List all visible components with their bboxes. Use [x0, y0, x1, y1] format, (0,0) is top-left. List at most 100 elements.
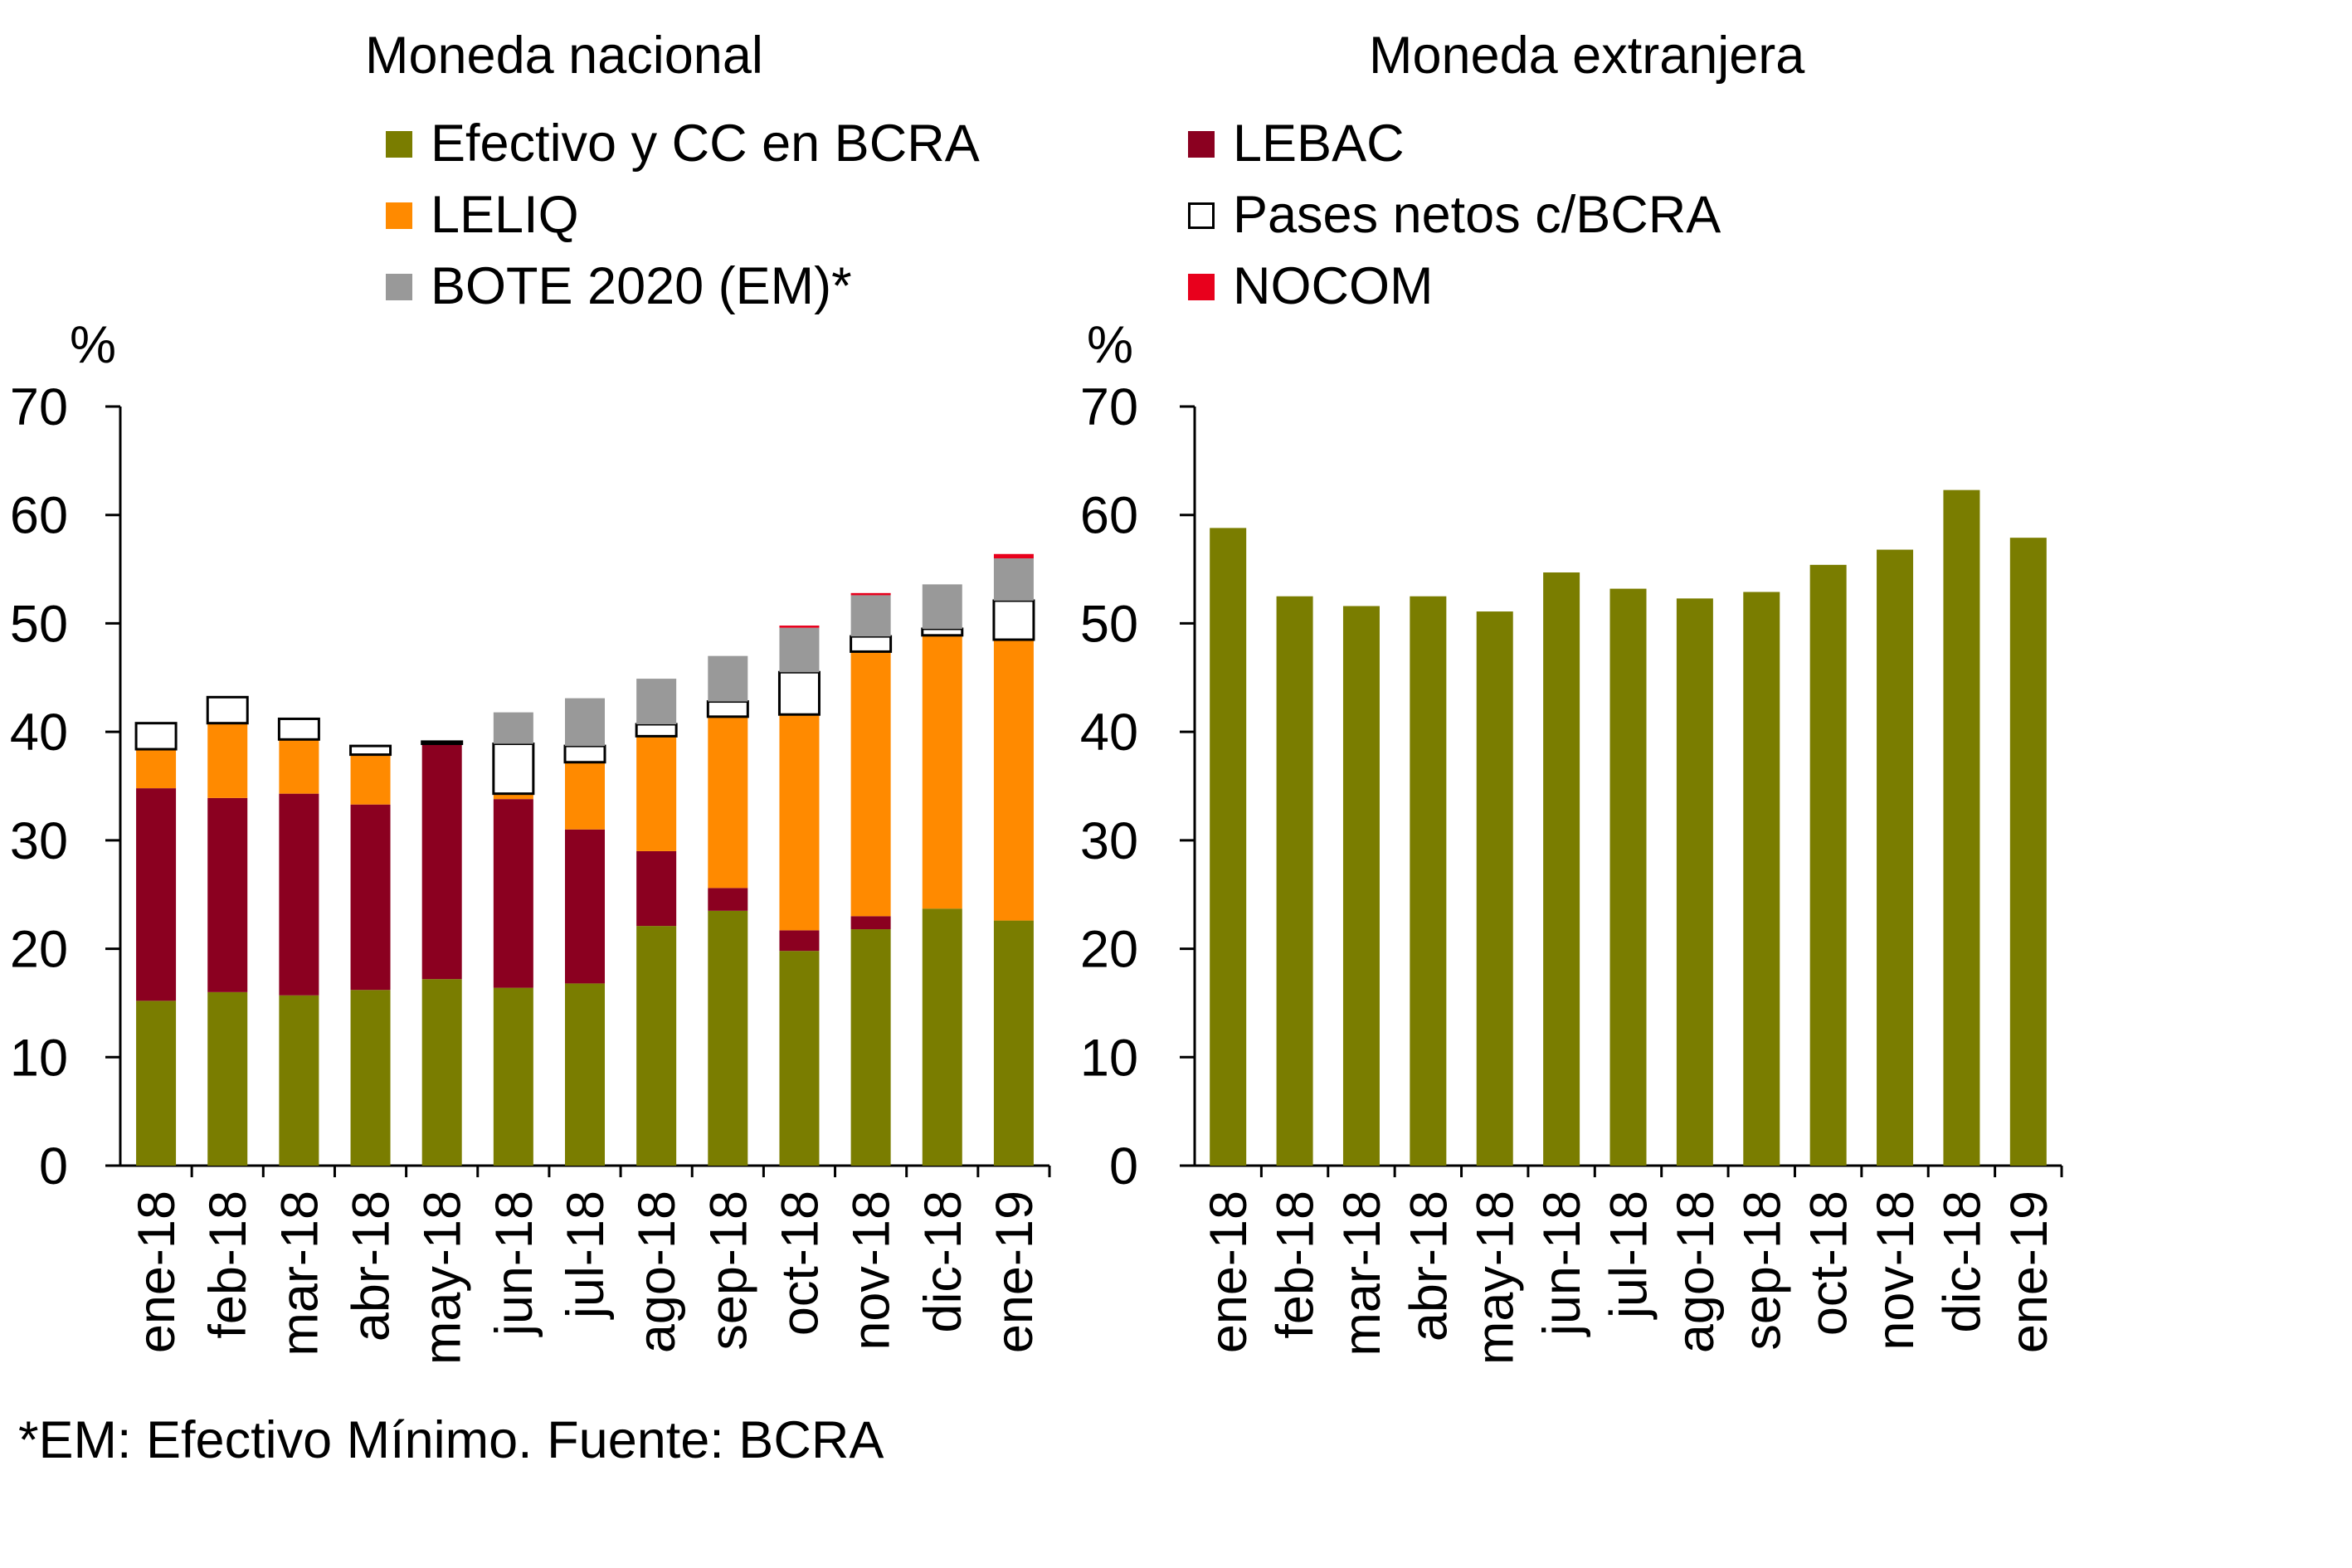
left-bar-efectivo	[922, 908, 962, 1166]
left-category-label: nov-18	[843, 1191, 901, 1351]
left-bar-leliq	[922, 635, 962, 909]
left-bar-leliq	[136, 749, 177, 789]
left-bar-pases	[421, 740, 464, 746]
left-category-label: ene-18	[128, 1191, 186, 1353]
legend-item-lebac: LEBAC	[1188, 118, 1405, 170]
left-bar-pases	[850, 635, 893, 653]
left-y-tick-label: 10	[10, 1029, 68, 1087]
left-bar-bote	[850, 595, 891, 637]
left-bar-bote	[779, 627, 820, 673]
right-y-tick-label: 70	[1080, 378, 1138, 436]
left-category-label: feb-18	[199, 1191, 257, 1339]
right-bar-efectivo	[1476, 611, 1513, 1166]
left-bar-leliq	[850, 651, 891, 917]
left-category-label: sep-18	[699, 1191, 757, 1351]
left-bar-lebac	[636, 850, 677, 927]
left-bar-efectivo	[993, 920, 1034, 1166]
left-bar-lebac	[850, 916, 891, 930]
right-y-tick-label: 10	[1080, 1029, 1138, 1087]
left-bar-lebac	[493, 799, 533, 988]
right-bar-efectivo	[1943, 489, 1980, 1166]
left-bar-efectivo	[136, 1001, 177, 1166]
left-bar-lebac	[421, 743, 462, 980]
right-category-label: mar-18	[1333, 1191, 1391, 1356]
left-y-tick-label: 50	[10, 595, 68, 653]
right-bar-efectivo	[1276, 596, 1313, 1166]
left-bar-lebac	[779, 930, 820, 952]
right-y-tick-label: 0	[1109, 1137, 1138, 1195]
left-bar-efectivo	[850, 929, 891, 1166]
left-category-label: abr-18	[343, 1191, 401, 1342]
left-y-tick-label: 40	[10, 704, 68, 762]
left-category-label: dic-18	[914, 1191, 972, 1333]
left-chart-title: Moneda nacional	[365, 27, 763, 85]
left-ylabel: %	[70, 316, 117, 374]
left-bar-bote	[708, 655, 748, 702]
right-category-label: abr-18	[1400, 1191, 1458, 1342]
right-bar-efectivo	[1877, 549, 1914, 1166]
legend-item-leliq: LELIQ	[386, 189, 579, 241]
left-bar-leliq	[708, 716, 748, 889]
left-category-label: may-18	[414, 1191, 472, 1365]
legend-swatch-nocom	[1188, 273, 1215, 300]
left-bar-nocom	[779, 626, 820, 628]
left-category-label: ago-18	[628, 1191, 686, 1353]
right-category-label: jul-18	[1600, 1191, 1658, 1320]
left-bar-bote	[993, 558, 1034, 601]
left-bar-efectivo	[636, 926, 677, 1166]
legend-item-efectivo: Efectivo y CC en BCRA	[386, 118, 980, 170]
left-bar-leliq	[779, 714, 820, 931]
left-category-label: jun-18	[485, 1191, 543, 1337]
left-bar-leliq	[565, 762, 605, 830]
left-bar-nocom	[993, 553, 1034, 558]
left-bar-efectivo	[279, 995, 319, 1166]
legend-label-leliq: LELIQ	[431, 186, 579, 244]
left-bar-bote	[922, 584, 962, 629]
legend-label-pases: Pases netos c/BCRA	[1233, 186, 1721, 244]
right-category-label: nov-18	[1867, 1191, 1925, 1351]
right-y-tick-label: 40	[1080, 704, 1138, 762]
left-y-tick-label: 30	[10, 812, 68, 870]
left-bar-pases	[492, 743, 535, 796]
left-category-label: jul-18	[557, 1191, 615, 1320]
left-bar-leliq	[493, 793, 533, 800]
left-bar-pases	[563, 744, 606, 764]
right-category-label: ene-19	[2000, 1191, 2058, 1353]
right-chart-title: Moneda extranjera	[1369, 27, 1805, 85]
left-bar-bote	[636, 679, 677, 724]
right-bar-efectivo	[1410, 596, 1447, 1166]
legend-swatch-bote	[386, 273, 412, 300]
right-bar-efectivo	[1609, 588, 1647, 1166]
left-bar-lebac	[279, 793, 319, 996]
left-bar-pases	[706, 700, 749, 718]
legend-swatch-pases	[1188, 202, 1215, 229]
left-bar-efectivo	[207, 991, 248, 1166]
left-bar-leliq	[350, 754, 391, 805]
footnote: *EM: Efectivo Mínimo. Fuente: BCRA	[18, 1411, 884, 1469]
left-y-tick-label: 0	[39, 1137, 68, 1195]
left-bar-pases	[206, 695, 249, 725]
right-bar-efectivo	[1342, 606, 1380, 1166]
left-bar-leliq	[279, 739, 319, 794]
left-bar-pases	[635, 723, 678, 738]
right-y-tick-label: 20	[1080, 921, 1138, 979]
right-category-label: oct-18	[1800, 1191, 1858, 1336]
right-y-tick-label: 50	[1080, 595, 1138, 653]
right-bar-efectivo	[2009, 538, 2047, 1166]
left-y-tick-label: 70	[10, 378, 68, 436]
left-bar-lebac	[708, 888, 748, 911]
right-category-label: ene-18	[1200, 1191, 1258, 1353]
left-bar-efectivo	[779, 951, 820, 1166]
left-bar-pases	[277, 717, 320, 741]
left-bar-pases	[349, 744, 392, 757]
right-bar-efectivo	[1743, 592, 1780, 1166]
right-category-label: sep-18	[1733, 1191, 1791, 1351]
left-bar-pases	[134, 722, 178, 751]
right-category-label: dic-18	[1933, 1191, 1991, 1333]
legend-label-efectivo: Efectivo y CC en BCRA	[431, 114, 980, 173]
right-bar-efectivo	[1210, 528, 1247, 1166]
left-category-label: oct-18	[771, 1191, 829, 1336]
right-y-tick-label: 30	[1080, 812, 1138, 870]
right-category-label: may-18	[1467, 1191, 1525, 1365]
right-bar-efectivo	[1809, 564, 1847, 1166]
